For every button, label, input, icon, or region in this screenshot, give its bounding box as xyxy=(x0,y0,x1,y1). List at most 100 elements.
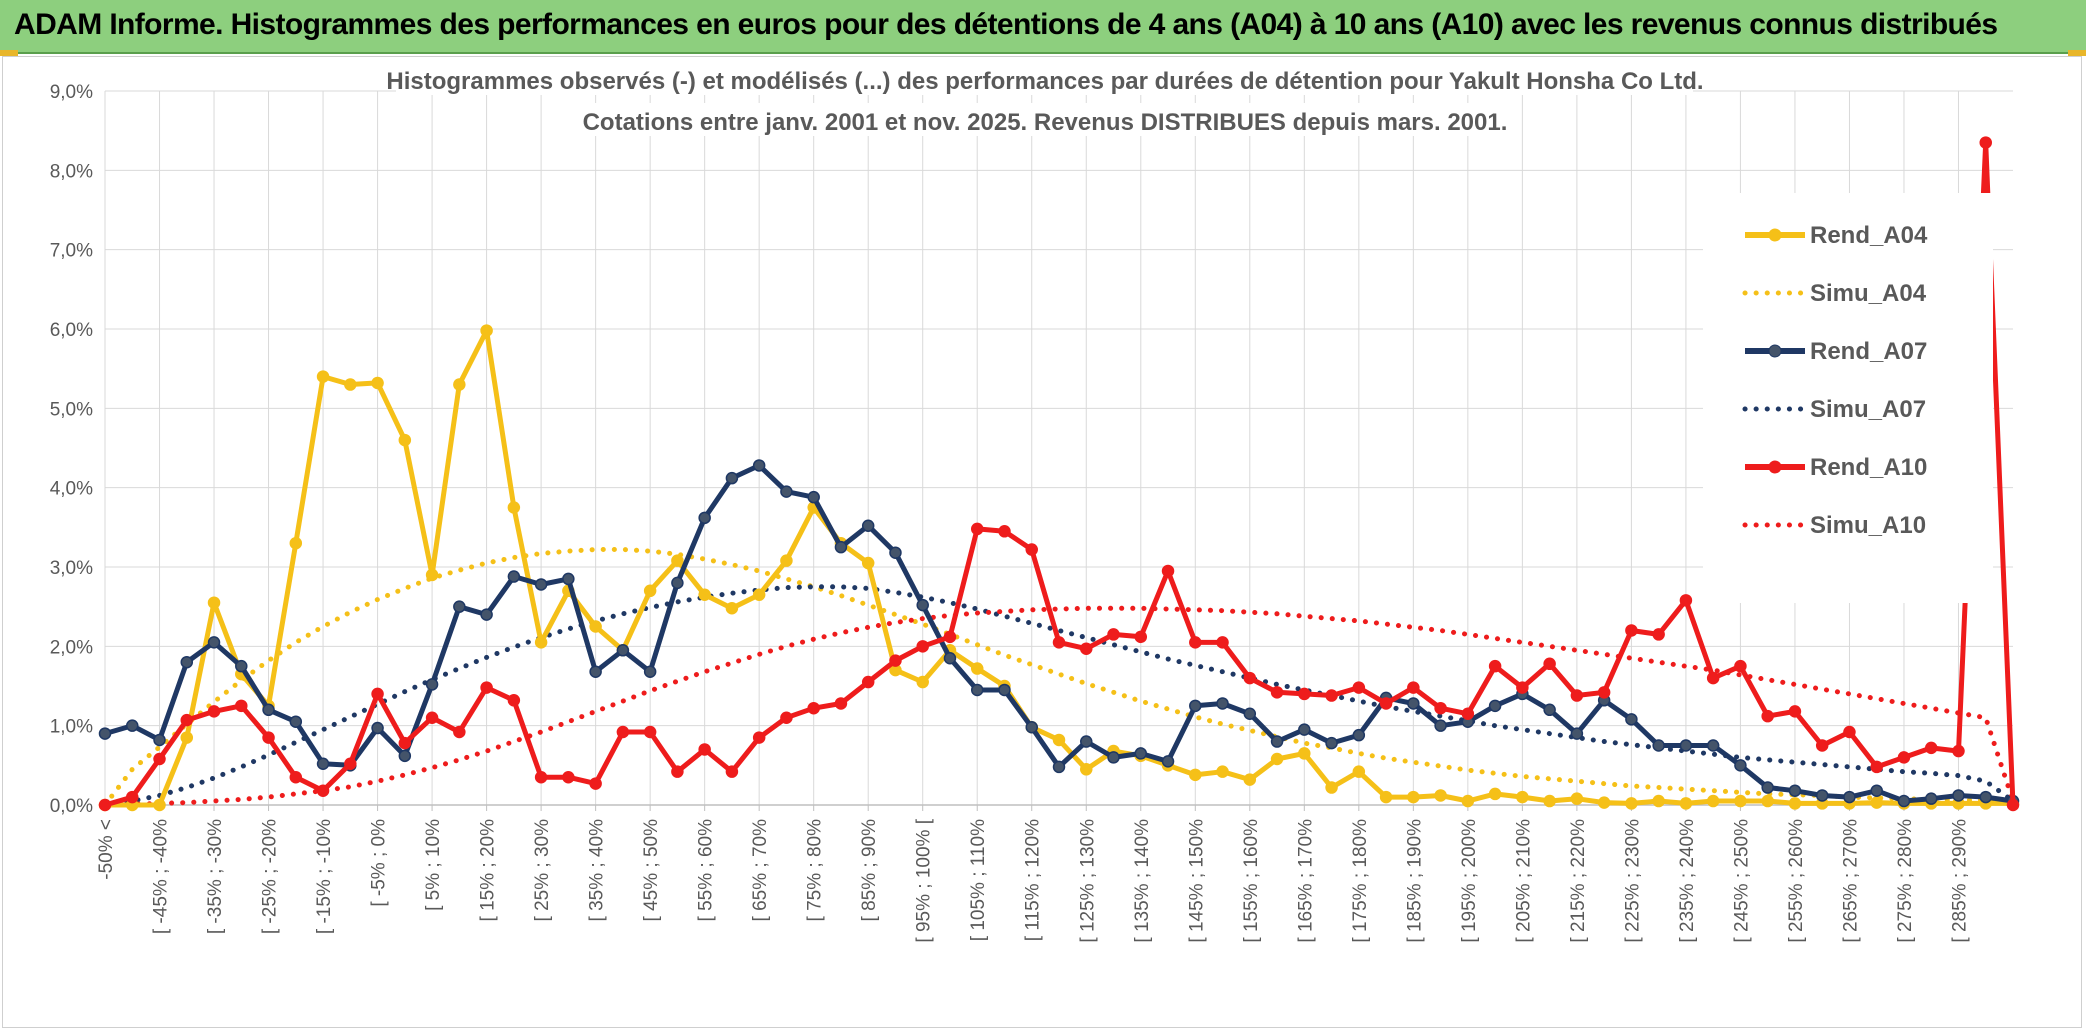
data-point xyxy=(1597,796,1611,809)
data-point xyxy=(453,725,466,739)
legend-item-Simu_A07: Simu_A07 xyxy=(1742,396,1926,423)
data-point xyxy=(1652,628,1665,641)
y-tick-label: 8,0% xyxy=(50,161,93,182)
legend: Rend_A04 Simu_A04 Rend_A07 Simu_A07 Rend_A10… xyxy=(1742,222,1928,539)
data-point xyxy=(534,770,548,784)
data-point xyxy=(153,752,166,766)
data-point xyxy=(1952,789,1965,802)
x-tick-label: [ 125% ; 130% xyxy=(1077,819,1098,943)
data-point xyxy=(2006,798,2020,812)
data-point xyxy=(425,711,439,724)
data-point xyxy=(1897,794,1911,808)
legend-marker xyxy=(1768,460,1782,474)
x-tick-label: [ 275% ; 280% xyxy=(1895,819,1916,943)
x-tick-label: [ 45% ; 50% xyxy=(641,819,662,922)
data-point xyxy=(480,324,493,337)
data-point xyxy=(780,711,793,724)
data-point xyxy=(1161,564,1175,578)
data-point xyxy=(1652,739,1665,752)
data-point xyxy=(998,525,1011,538)
data-point xyxy=(1625,713,1638,726)
data-point xyxy=(1189,636,1202,649)
data-point xyxy=(916,598,929,612)
series-layer xyxy=(98,136,2020,812)
series-line-Simu_A07 xyxy=(102,584,2016,808)
data-point xyxy=(1025,721,1038,734)
data-point xyxy=(1052,760,1066,774)
data-point xyxy=(1625,624,1638,637)
data-point xyxy=(262,731,275,744)
data-point xyxy=(1352,728,1366,742)
data-point xyxy=(1025,543,1038,556)
data-point xyxy=(861,556,875,570)
data-point xyxy=(126,790,139,804)
data-point xyxy=(1788,797,1802,810)
x-tick-label: [ 65% ; 70% xyxy=(750,819,771,922)
data-point xyxy=(916,675,929,689)
data-point xyxy=(1325,781,1338,794)
data-point xyxy=(1706,794,1720,808)
data-point xyxy=(1080,735,1093,748)
x-tick-label: [ 255% ; 260% xyxy=(1786,819,1807,943)
data-point xyxy=(1788,705,1802,718)
series-Simu_A07 xyxy=(102,584,2016,808)
data-point xyxy=(671,576,684,590)
y-tick-label: 3,0% xyxy=(50,558,93,579)
x-tick-label: [ -5% ; 0% xyxy=(369,819,390,907)
data-point xyxy=(316,370,330,383)
series-Rend_A07 xyxy=(98,459,2020,808)
legend-label: Rend_A10 xyxy=(1810,454,1927,481)
data-point xyxy=(1407,681,1420,694)
data-point xyxy=(889,546,902,559)
data-point xyxy=(1107,751,1120,764)
x-tick-label: [ 95% ; 100% [ xyxy=(914,818,935,942)
x-tick-label: [ 165% ; 170% xyxy=(1295,819,1316,943)
data-point xyxy=(861,675,875,689)
data-point xyxy=(698,743,711,756)
data-point xyxy=(1488,787,1502,801)
x-tick-label: [ 175% ; 180% xyxy=(1350,819,1371,943)
data-point xyxy=(1243,773,1257,786)
y-tick-label: 2,0% xyxy=(50,637,93,658)
corner-accent-right xyxy=(2068,50,2086,56)
data-point xyxy=(616,725,630,739)
data-point xyxy=(1679,739,1693,752)
data-point xyxy=(207,596,221,609)
y-tick-label: 1,0% xyxy=(50,717,93,738)
data-point xyxy=(1325,736,1338,750)
data-point xyxy=(616,644,630,657)
title-bg-1 xyxy=(396,62,1693,95)
data-point xyxy=(1761,781,1774,794)
data-point xyxy=(752,731,766,744)
data-point xyxy=(780,554,793,567)
data-point xyxy=(1979,136,1992,149)
data-point xyxy=(589,777,602,790)
data-point xyxy=(1679,594,1693,607)
data-point xyxy=(1815,739,1829,752)
x-tick-label: [ 55% ; 60% xyxy=(696,819,717,922)
x-tick-label: [ 35% ; 40% xyxy=(587,819,608,922)
x-tick-label: [ 15% ; 20% xyxy=(478,819,499,922)
data-point xyxy=(480,608,493,621)
data-point xyxy=(1052,636,1066,649)
data-point xyxy=(1243,707,1257,721)
data-point xyxy=(807,701,820,715)
data-point xyxy=(698,511,711,525)
data-point xyxy=(1434,701,1447,715)
data-point xyxy=(780,485,793,498)
data-point xyxy=(507,570,521,583)
legend-box xyxy=(1703,193,1993,603)
data-point xyxy=(1216,697,1229,710)
data-point xyxy=(834,697,848,710)
data-point xyxy=(235,699,248,713)
data-point xyxy=(1570,792,1584,805)
data-point xyxy=(1843,790,1856,804)
legend-item-Rend_A10: Rend_A10 xyxy=(1745,454,1927,481)
data-point xyxy=(1734,759,1747,772)
x-tick-label: [ 265% ; 270% xyxy=(1840,819,1861,943)
data-point xyxy=(425,678,439,691)
data-point xyxy=(1924,792,1938,805)
x-tick-label: [ 135% ; 140% xyxy=(1132,819,1153,943)
data-point xyxy=(371,721,384,735)
data-point xyxy=(1706,739,1720,752)
